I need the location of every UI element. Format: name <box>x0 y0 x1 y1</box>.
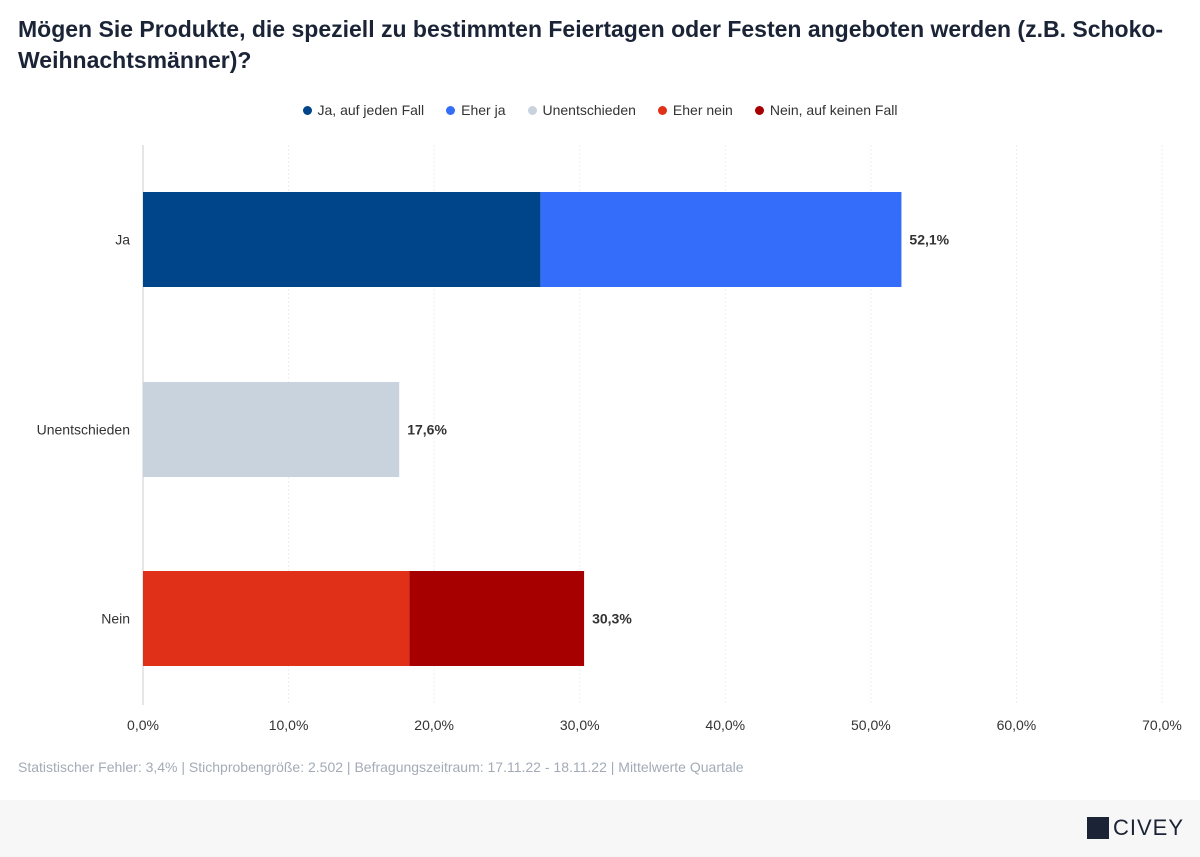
category-label: Ja <box>115 232 130 248</box>
data-label: 52,1% <box>909 232 949 248</box>
legend-label: Eher nein <box>672 102 733 118</box>
bar-chart: 0,0% 10,0% 20,0% 30,0% 40,0% 50,0% 60,0% 70,0% J… <box>37 145 1182 733</box>
x-tick-label: 20,0% <box>414 717 454 733</box>
x-tick-label: 40,0% <box>705 717 745 733</box>
x-tick-label: 30,0% <box>560 717 600 733</box>
footer-note: Statistischer Fehler: 3,4% | Stichproben… <box>18 759 744 775</box>
legend-marker <box>754 105 764 115</box>
legend-label: Unentschieden <box>542 102 636 118</box>
x-tick-label: 50,0% <box>851 717 891 733</box>
legend-item[interactable]: Nein, auf keinen Fall <box>754 102 898 118</box>
category-label: Nein <box>101 611 130 627</box>
category-label: Unentschieden <box>37 422 130 438</box>
logo-text: CIVEY <box>1112 815 1184 840</box>
bar-segment <box>540 192 902 287</box>
legend-item[interactable]: Eher ja <box>446 102 506 118</box>
legend-marker <box>302 105 312 115</box>
legend-label: Nein, auf keinen Fall <box>769 102 898 118</box>
civey-logo: CIVEY <box>1086 815 1184 841</box>
legend-marker <box>657 105 667 115</box>
legend: Ja, auf jeden Fall Eher ja Unentschieden Eh… <box>0 102 1200 118</box>
x-tick-label: 60,0% <box>997 717 1037 733</box>
legend-item[interactable]: Unentschieden <box>527 102 636 118</box>
legend-label: Ja, auf jeden Fall <box>317 102 425 118</box>
bar-segment <box>143 382 400 477</box>
x-tick-label: 0,0% <box>127 717 159 733</box>
bar-segment <box>143 571 410 666</box>
legend-item[interactable]: Ja, auf jeden Fall <box>302 102 425 118</box>
bar-segment <box>409 571 585 666</box>
x-tick-label: 70,0% <box>1142 717 1182 733</box>
x-tick-label: 10,0% <box>269 717 309 733</box>
data-label: 30,3% <box>592 611 632 627</box>
chart-title: Mögen Sie Produkte, die speziell zu best… <box>18 16 1164 73</box>
civey-logo-icon <box>1086 817 1109 839</box>
footer-band <box>0 800 1200 857</box>
data-label: 17,6% <box>407 422 447 438</box>
legend-marker <box>527 105 537 115</box>
bar-segment <box>143 192 541 287</box>
legend-marker <box>446 105 456 115</box>
legend-label: Eher ja <box>461 102 506 118</box>
legend-item[interactable]: Eher nein <box>657 102 733 118</box>
